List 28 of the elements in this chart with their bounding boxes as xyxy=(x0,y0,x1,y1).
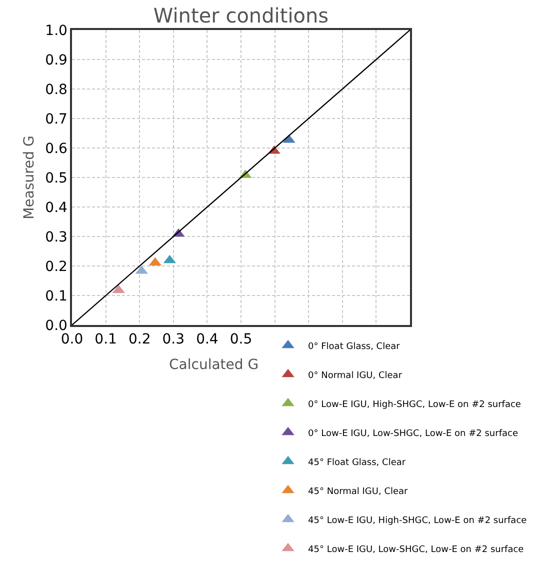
chart-title: Winter conditions xyxy=(153,4,329,28)
x-tick-label: 0.2 xyxy=(128,332,151,348)
legend-label: 0° Low-E IGU, High-SHGC, Low-E on #2 surface xyxy=(308,400,522,410)
y-tick-label: 0.0 xyxy=(45,318,68,334)
x-tick-label: 0.0 xyxy=(60,332,84,348)
x-tick-label: 0.5 xyxy=(230,332,252,348)
y-tick-label: 0.9 xyxy=(45,52,68,68)
y-tick-label: 1.0 xyxy=(45,22,68,39)
y-tick-label: 0.2 xyxy=(45,258,68,275)
y-tick-label: 0.3 xyxy=(45,229,68,246)
legend-label: 45° Normal IGU, Clear xyxy=(308,486,408,497)
y-tick-label: 0.1 xyxy=(45,288,68,304)
legend-label: 45° Low-E IGU, Low-SHGC, Low-E on #2 surface xyxy=(308,544,524,555)
x-tick-label: 0.3 xyxy=(162,332,185,348)
y-axis-title: Measured G xyxy=(21,136,38,220)
y-tick-label: 0.8 xyxy=(45,82,68,98)
x-tick-label: 0.1 xyxy=(94,332,117,348)
y-tick-label: 0.4 xyxy=(45,200,68,216)
x-tick-label: 0.4 xyxy=(196,332,218,348)
legend-label: 45° Low-E IGU, High-SHGC, Low-E on #2 surface xyxy=(308,516,528,526)
legend-label: 0° Float Glass, Clear xyxy=(308,342,400,352)
legend-label: 45° Float Glass, Clear xyxy=(308,458,406,468)
x-axis-title: Calculated G xyxy=(169,357,259,373)
legend-label: 0° Normal IGU, Clear xyxy=(308,370,402,381)
legend-label: 0° Low-E IGU, Low-SHGC, Low-E on #2 surface xyxy=(308,428,518,439)
y-tick-label: 0.6 xyxy=(45,140,68,157)
y-tick-label: 0.7 xyxy=(45,111,68,128)
y-tick-label: 0.5 xyxy=(45,170,68,186)
